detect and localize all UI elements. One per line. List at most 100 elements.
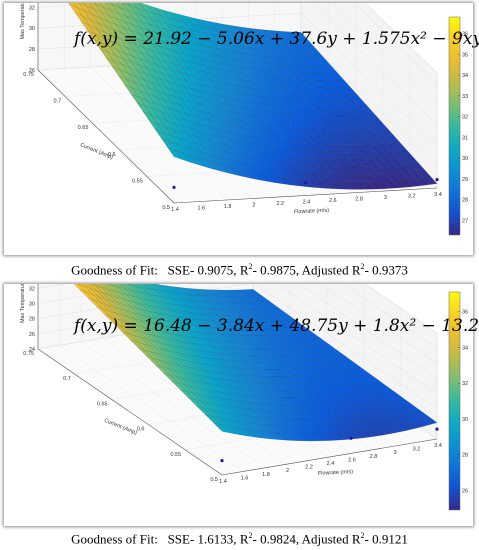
charge-cycle-panel: Charge Cycle Experiments 1.41.61.822.22.…: [4, 3, 479, 255]
colorbar-tick-label: 33: [462, 94, 468, 100]
charge-surface-plot: 1.4 1.6 1.8 2 2.2 2.4 2.6 2.8 3 3.2 3.4 0.5 0.55 0.6 0…: [20, 3, 468, 236]
x-tick-label: 1.4: [219, 479, 227, 485]
y-tick-label: 0.7: [54, 99, 62, 105]
colorbar-tick-label: 32: [462, 115, 468, 121]
x-tick-label: 1.8: [224, 204, 232, 210]
y-tick-label: 0.75: [23, 72, 34, 78]
y-tick-label: 0.7: [63, 376, 71, 382]
x-tick-label: 2.2: [305, 465, 313, 471]
fitted-surface: [73, 284, 438, 442]
y-tick-label: 0.6: [108, 152, 116, 158]
data-point: [172, 185, 176, 189]
colorbar-tick-label: 30: [462, 156, 468, 162]
gof-label: Goodness of Fit:: [71, 531, 158, 547]
z-axis-label: Max Temperature (°C): [20, 3, 26, 40]
gof-sse: SSE- 1.6133,: [167, 531, 237, 547]
colorbar-tick-label: 36: [462, 32, 468, 38]
discharge-surface-plot: 1.4 1.6 1.8 2 2.2 2.4 2.6 2.8 3 3.2 3.4 0.5 0.55 0.6 0…: [20, 284, 468, 511]
x-tick-label: 2.4: [303, 200, 311, 206]
data-point: [349, 436, 353, 440]
y-axis-label: Current (Amp): [103, 418, 138, 437]
y-tick-label: 0.65: [97, 401, 108, 407]
x-tick-label: 1.6: [197, 206, 205, 212]
z-tick-label: 28: [29, 47, 35, 53]
x-axis-line: [221, 438, 438, 476]
colorbar-tick-label: 30: [462, 417, 468, 423]
surface-facet: [422, 176, 438, 185]
data-points: [220, 427, 439, 463]
gof-adj-r2: - 0.9373: [364, 262, 408, 278]
data-point: [220, 459, 224, 463]
z-tick-label: 30: [29, 26, 35, 32]
colorbar-gradient: [448, 16, 461, 236]
colorbar-tick-label: 34: [462, 73, 468, 79]
x-tick-label: 2: [286, 468, 289, 474]
x-tick-label: 1.8: [262, 472, 270, 478]
data-points: [172, 178, 439, 189]
y-axis-line: [37, 69, 175, 204]
z-tick-label: 30: [29, 302, 35, 308]
gof-adj-label: Adjusted R: [301, 531, 361, 547]
colorbar-tick-label: 35: [462, 52, 468, 58]
x-axis-line: [173, 187, 438, 204]
x-tick-label: 1.4: [171, 207, 179, 213]
y-tick-label: 0.5: [210, 477, 218, 483]
colorbar-tick-label: 27: [462, 218, 468, 224]
fit-equation: f(x,y) = 16.48 − 3.84x + 48.75y + 1.8x² …: [74, 316, 479, 336]
z-gridline: [354, 3, 438, 84]
tick-labels: 1.4 1.6 1.8 2 2.2 2.4 2.6 2.8 3 3.2 3.4 0.5 0.55 0.6 0…: [23, 286, 442, 485]
discharge-cycle-panel: Discharge Cycle Experiments 1.41.61.822.…: [4, 284, 479, 526]
x-tick-label: 2.6: [348, 457, 356, 463]
colorbar-tick-label: 34: [462, 345, 468, 351]
gof-adj-r2: - 0.9121: [364, 531, 408, 547]
data-point: [435, 427, 439, 431]
z-gridline: [37, 284, 438, 379]
colorbar-tick-label: 26: [462, 488, 468, 494]
fitted-surface: [68, 3, 438, 190]
x-tick-label: 1.6: [241, 475, 249, 481]
axes-lines: [37, 284, 438, 476]
colorbar-tick-label: 36: [462, 310, 468, 316]
data-point: [303, 181, 308, 185]
fit-equation: f(x,y) = 21.92 − 5.06x + 37.6y + 1.575x²…: [74, 29, 479, 49]
colorbar: 26 28 30 32 34 36: [448, 291, 468, 511]
colorbar: 27 28 29 30 31 32 33 34 35 36: [448, 16, 468, 236]
x-tick-label: 2.6: [329, 198, 337, 204]
gof-label: Goodness of Fit:: [71, 262, 158, 278]
z-tick-label: 32: [29, 286, 35, 292]
colorbar-tick-label: 28: [462, 453, 468, 459]
y-tick-label: 0.75: [23, 351, 34, 357]
z-tick-label: 26: [29, 332, 35, 338]
surface-facet: [421, 416, 438, 425]
colorbar-gradient: [448, 291, 461, 511]
x-axis-label: Flowrate (m/s): [294, 208, 330, 216]
x-tick-label: 3.2: [413, 447, 421, 453]
z-gridline: [37, 3, 438, 126]
x-tick-label: 3: [393, 450, 396, 456]
x-tick-label: 2.2: [276, 201, 284, 207]
y-tick-label: 0.6: [137, 427, 145, 433]
z-tick-label: 26: [29, 68, 35, 74]
gof-r2: - 0.9824,: [252, 531, 300, 547]
y-tick-label: 0.65: [78, 125, 89, 131]
x-tick-label: 3.4: [434, 192, 442, 198]
gof-r2: - 0.9875,: [252, 262, 300, 278]
x-tick-label: 2.8: [370, 454, 378, 460]
z-tick-label: 28: [29, 317, 35, 323]
z-tick-label: 32: [29, 5, 35, 11]
x-tick-label: 2: [252, 203, 255, 209]
x-tick-label: 3.2: [408, 194, 416, 200]
z-gridline: [342, 284, 438, 349]
y-axis-line: [37, 348, 223, 476]
y-tick-label: 0.55: [170, 452, 181, 458]
axes-lines: [37, 3, 438, 204]
z-gridline: [365, 284, 438, 334]
tick-labels: 1.4 1.6 1.8 2 2.2 2.4 2.6 2.8 3 3.2 3.4 0.5 0.55 0.6 0…: [23, 5, 442, 213]
z-tick-label: 24: [29, 347, 35, 353]
goodness-of-fit-discharge: Goodness of Fit: SSE- 1.6133, R2- 0.9824…: [71, 531, 408, 547]
z-gridline: [332, 3, 438, 105]
z-gridline: [320, 284, 438, 364]
y-tick-label: 0.5: [162, 205, 170, 211]
y-tick-label: 0.55: [132, 178, 143, 184]
x-tick-label: 2.4: [327, 461, 335, 467]
